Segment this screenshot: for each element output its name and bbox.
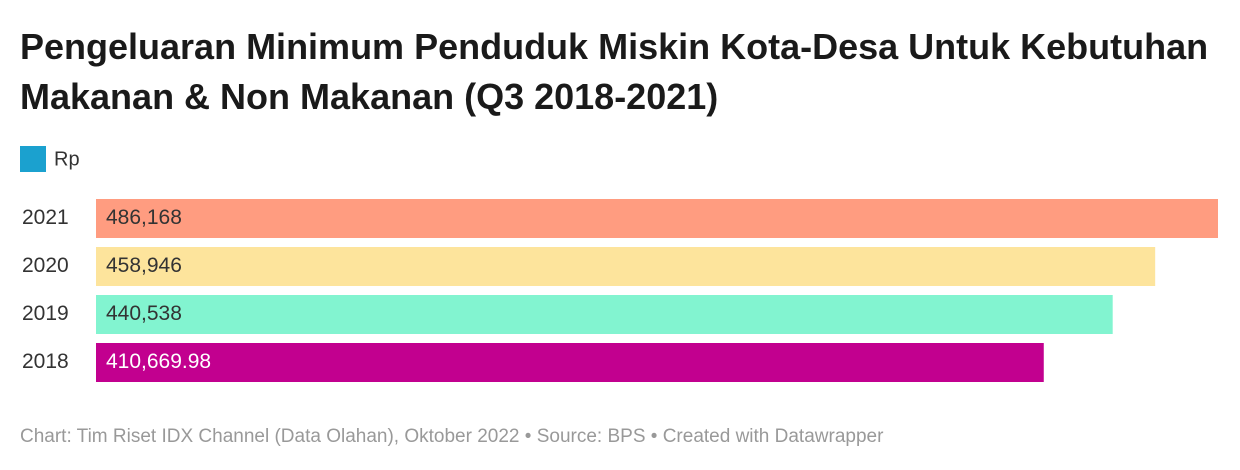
value-label: 440,538	[106, 302, 182, 325]
bar	[96, 199, 1218, 238]
category-label: 2019	[22, 302, 69, 325]
category-label: 2018	[22, 350, 69, 373]
category-label: 2020	[22, 254, 69, 277]
value-label: 458,946	[106, 254, 182, 277]
legend-swatch	[20, 146, 46, 172]
value-label: 486,168	[106, 206, 182, 229]
bar	[96, 343, 1044, 382]
bar	[96, 295, 1113, 334]
value-label: 410,669.98	[106, 350, 211, 373]
chart-title: Pengeluaran Minimum Penduduk Miskin Kota…	[20, 26, 1209, 117]
bar	[96, 247, 1156, 286]
category-label: 2021	[22, 206, 69, 229]
legend-label: Rp	[54, 148, 80, 170]
source-note: Chart: Tim Riset IDX Channel (Data Olaha…	[20, 426, 884, 447]
